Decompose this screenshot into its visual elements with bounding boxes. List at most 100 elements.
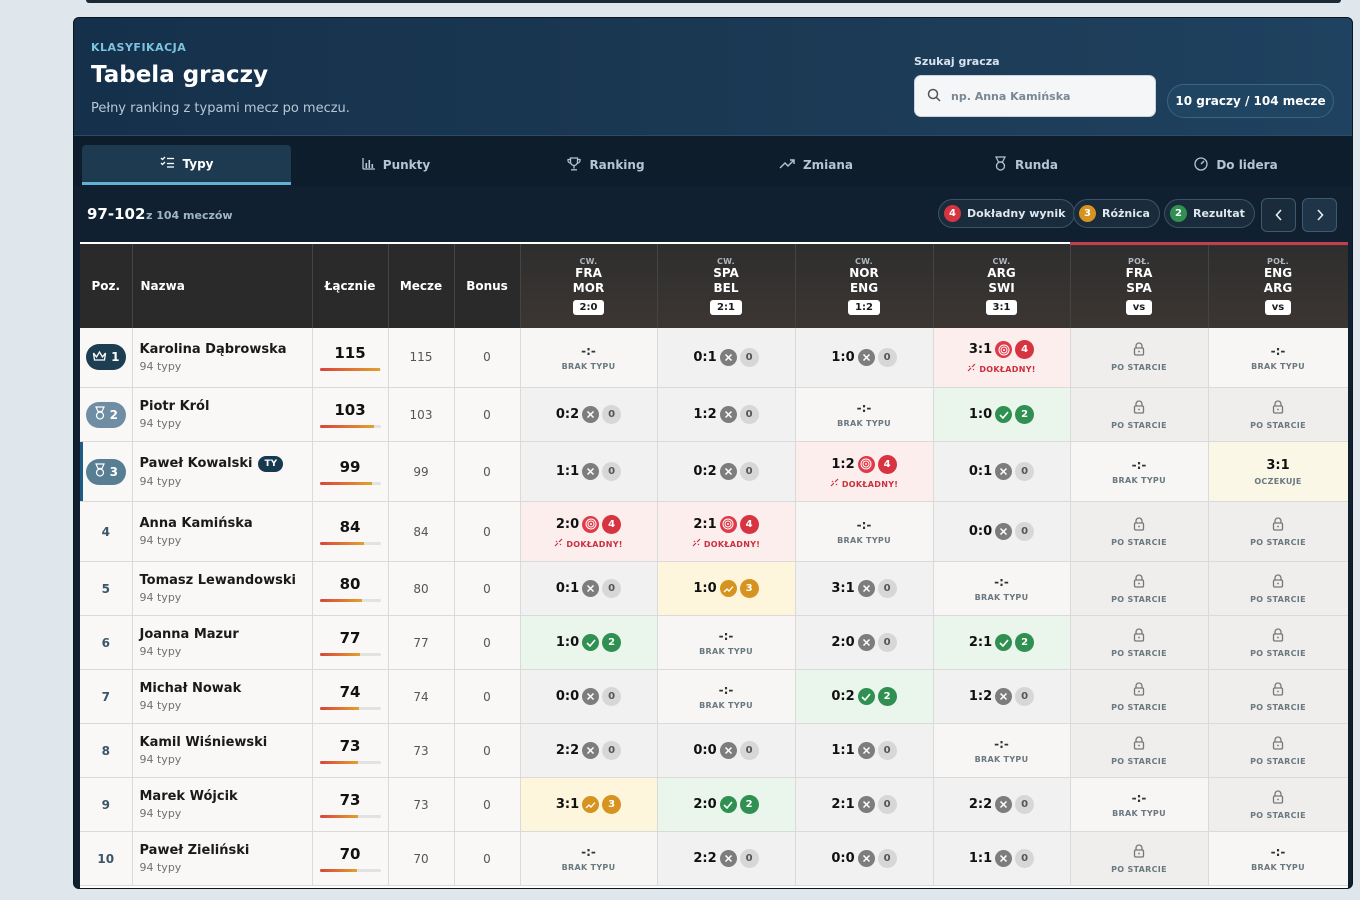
pick-cell[interactable]: PO STARCIE (1070, 327, 1209, 388)
pick-cell[interactable]: 0:2 0 (657, 441, 796, 502)
tab-punkty[interactable]: Punkty (291, 145, 501, 185)
tab-do-lidera[interactable]: Do lidera (1131, 145, 1341, 185)
player-row[interactable]: 1 Karolina Dąbrowska 94 typy 115 115 0 -:- BRAK… (80, 327, 1348, 388)
player-row[interactable]: 2 Piotr Król 94 typy 103 103 0 0:2 0 1:2 0 -:- BRAK… (80, 387, 1348, 442)
pick-cell[interactable]: PO STARCIE (1070, 615, 1209, 670)
pick-cell[interactable]: PO STARCIE (1208, 669, 1348, 724)
player-name[interactable]: Kamil Wiśniewski (139, 735, 268, 750)
pick-cell[interactable]: 0:1 0 (933, 441, 1071, 502)
name-cell[interactable]: Anna Kamińska 94 typy (132, 501, 313, 562)
name-cell[interactable]: Joanna Mazur 94 typy (132, 615, 313, 670)
pick-cell[interactable]: 0:0 0 (795, 831, 934, 886)
player-name[interactable]: Michał Nowak (139, 681, 242, 696)
name-cell[interactable]: Karolina Dąbrowska 94 typy (132, 327, 313, 388)
player-name[interactable]: Piotr Król (139, 399, 210, 414)
pick-cell[interactable]: -:- BRAK TYPU (657, 669, 796, 724)
pick-cell[interactable]: PO STARCIE (1070, 387, 1209, 442)
pick-cell[interactable]: 3:1 4 DOKŁADNY! (933, 327, 1071, 388)
pick-cell[interactable]: PO STARCIE (1070, 669, 1209, 724)
pick-cell[interactable]: 0:0 0 (520, 669, 658, 724)
pick-cell[interactable]: PO STARCIE (1208, 387, 1348, 442)
pick-cell[interactable]: 3:1 0 (795, 561, 934, 616)
pick-cell[interactable]: -:- BRAK TYPU (795, 387, 934, 442)
player-row[interactable]: 5 Tomasz Lewandowski 94 typy 80 80 0 0:1 0 1:0 3 3… (80, 561, 1348, 616)
pick-cell[interactable]: PO STARCIE (1070, 501, 1209, 562)
tab-zmiana[interactable]: Zmiana (711, 145, 921, 185)
tab-typy[interactable]: Typy (82, 145, 291, 185)
pick-cell[interactable]: PO STARCIE (1208, 723, 1348, 778)
prev-page-button[interactable] (1261, 198, 1296, 232)
pick-cell[interactable]: 2:1 0 (795, 777, 934, 832)
pick-cell[interactable]: PO STARCIE (1208, 615, 1348, 670)
pick-cell[interactable]: 0:2 2 (795, 669, 934, 724)
next-page-button[interactable] (1302, 198, 1337, 232)
col-matches[interactable]: Mecze (388, 243, 455, 328)
name-cell[interactable]: Piotr Król 94 typy (132, 387, 313, 442)
pick-cell[interactable]: PO STARCIE (1070, 723, 1209, 778)
col-name[interactable]: Nazwa (132, 243, 313, 328)
pick-cell[interactable]: 3:1 OCZEKUJE (1208, 441, 1348, 502)
pick-cell[interactable]: 2:1 2 (933, 615, 1071, 670)
pick-cell[interactable]: 1:2 0 (933, 669, 1071, 724)
pick-cell[interactable]: -:- BRAK TYPU (520, 327, 658, 388)
player-row[interactable]: 3 Paweł Kowalski TY 94 typy 99 99 0 1:1 0 0:2 0 1:2… (80, 441, 1348, 502)
pick-cell[interactable]: 1:2 0 (657, 387, 796, 442)
col-total[interactable]: Łącznie (312, 243, 389, 328)
pick-cell[interactable]: PO STARCIE (1070, 831, 1209, 886)
pick-cell[interactable]: -:- BRAK TYPU (795, 501, 934, 562)
pick-cell[interactable]: -:- BRAK TYPU (1208, 831, 1348, 886)
pick-cell[interactable]: 3:1 3 (520, 777, 658, 832)
pick-cell[interactable]: 1:0 3 (657, 561, 796, 616)
pick-cell[interactable]: 2:0 0 (795, 615, 934, 670)
name-cell[interactable]: Paweł Zieliński 94 typy (132, 831, 313, 886)
pick-cell[interactable]: -:- BRAK TYPU (1070, 441, 1209, 502)
name-cell[interactable]: Marek Wójcik 94 typy (132, 777, 313, 832)
pick-cell[interactable]: -:- BRAK TYPU (1070, 777, 1209, 832)
pick-cell[interactable]: PO STARCIE (1208, 561, 1348, 616)
name-cell[interactable]: Tomasz Lewandowski 94 typy (132, 561, 313, 616)
player-name[interactable]: Joanna Mazur (139, 627, 239, 642)
pick-cell[interactable]: 2:1 4 DOKŁADNY! (657, 501, 796, 562)
name-cell[interactable]: Michał Nowak 94 typy (132, 669, 313, 724)
tab-runda[interactable]: Runda (921, 145, 1131, 185)
pick-cell[interactable]: -:- BRAK TYPU (933, 723, 1071, 778)
player-name[interactable]: Karolina Dąbrowska (139, 341, 287, 357)
col-bonus[interactable]: Bonus (454, 243, 521, 328)
pick-cell[interactable]: 1:1 0 (933, 831, 1071, 886)
player-row[interactable]: 10 Paweł Zieliński 94 typy 70 70 0 -:- BRAK TYP… (80, 831, 1348, 886)
search-box[interactable] (914, 75, 1156, 117)
pick-cell[interactable]: -:- BRAK TYPU (1208, 327, 1348, 388)
pick-cell[interactable]: 1:1 0 (520, 441, 658, 502)
pick-cell[interactable]: 0:0 0 (933, 501, 1071, 562)
player-name[interactable]: Paweł Kowalski (139, 456, 253, 471)
pick-cell[interactable]: 0:1 0 (657, 327, 796, 388)
pick-cell[interactable]: 1:0 0 (795, 327, 934, 388)
pick-cell[interactable]: -:- BRAK TYPU (657, 615, 796, 670)
player-name[interactable]: Marek Wójcik (139, 789, 238, 804)
pick-cell[interactable]: 1:0 2 (933, 387, 1071, 442)
pick-cell[interactable]: 1:1 0 (795, 723, 934, 778)
pick-cell[interactable]: 2:2 0 (657, 831, 796, 886)
pick-cell[interactable]: 0:2 0 (520, 387, 658, 442)
pick-cell[interactable]: -:- BRAK TYPU (933, 561, 1071, 616)
pick-cell[interactable]: PO STARCIE (1208, 777, 1348, 832)
pick-cell[interactable]: PO STARCIE (1208, 501, 1348, 562)
player-row[interactable]: 7 Michał Nowak 94 typy 74 74 0 0:0 0 -:- BRAK TYP… (80, 669, 1348, 724)
player-name[interactable]: Paweł Zieliński (139, 843, 250, 858)
name-cell[interactable]: Paweł Kowalski TY 94 typy (132, 441, 313, 502)
player-row[interactable]: 4 Anna Kamińska 94 typy 84 84 0 2:0 4 DOKŁADNY!… (80, 501, 1348, 562)
pick-cell[interactable]: 0:1 0 (520, 561, 658, 616)
player-name[interactable]: Tomasz Lewandowski (139, 573, 296, 588)
pick-cell[interactable]: 2:0 2 (657, 777, 796, 832)
pick-cell[interactable]: 1:2 4 DOKŁADNY! (795, 441, 934, 502)
player-row[interactable]: 9 Marek Wójcik 94 typy 73 73 0 3:1 3 2:0 2 2:1 0 2:2… (80, 777, 1348, 832)
player-row[interactable]: 8 Kamil Wiśniewski 94 typy 73 73 0 2:2 0 0:0 0 1:1… (80, 723, 1348, 778)
pick-cell[interactable]: PO STARCIE (1070, 561, 1209, 616)
col-pos[interactable]: Poz. (80, 243, 133, 328)
pick-cell[interactable]: 2:2 0 (520, 723, 658, 778)
tab-ranking[interactable]: Ranking (501, 145, 711, 185)
player-row[interactable]: 6 Joanna Mazur 94 typy 77 77 0 1:0 2 -:- BRAK TYP… (80, 615, 1348, 670)
pick-cell[interactable]: 0:0 0 (657, 723, 796, 778)
pick-cell[interactable]: 2:2 0 (933, 777, 1071, 832)
pick-cell[interactable]: 2:0 4 DOKŁADNY! (520, 501, 658, 562)
